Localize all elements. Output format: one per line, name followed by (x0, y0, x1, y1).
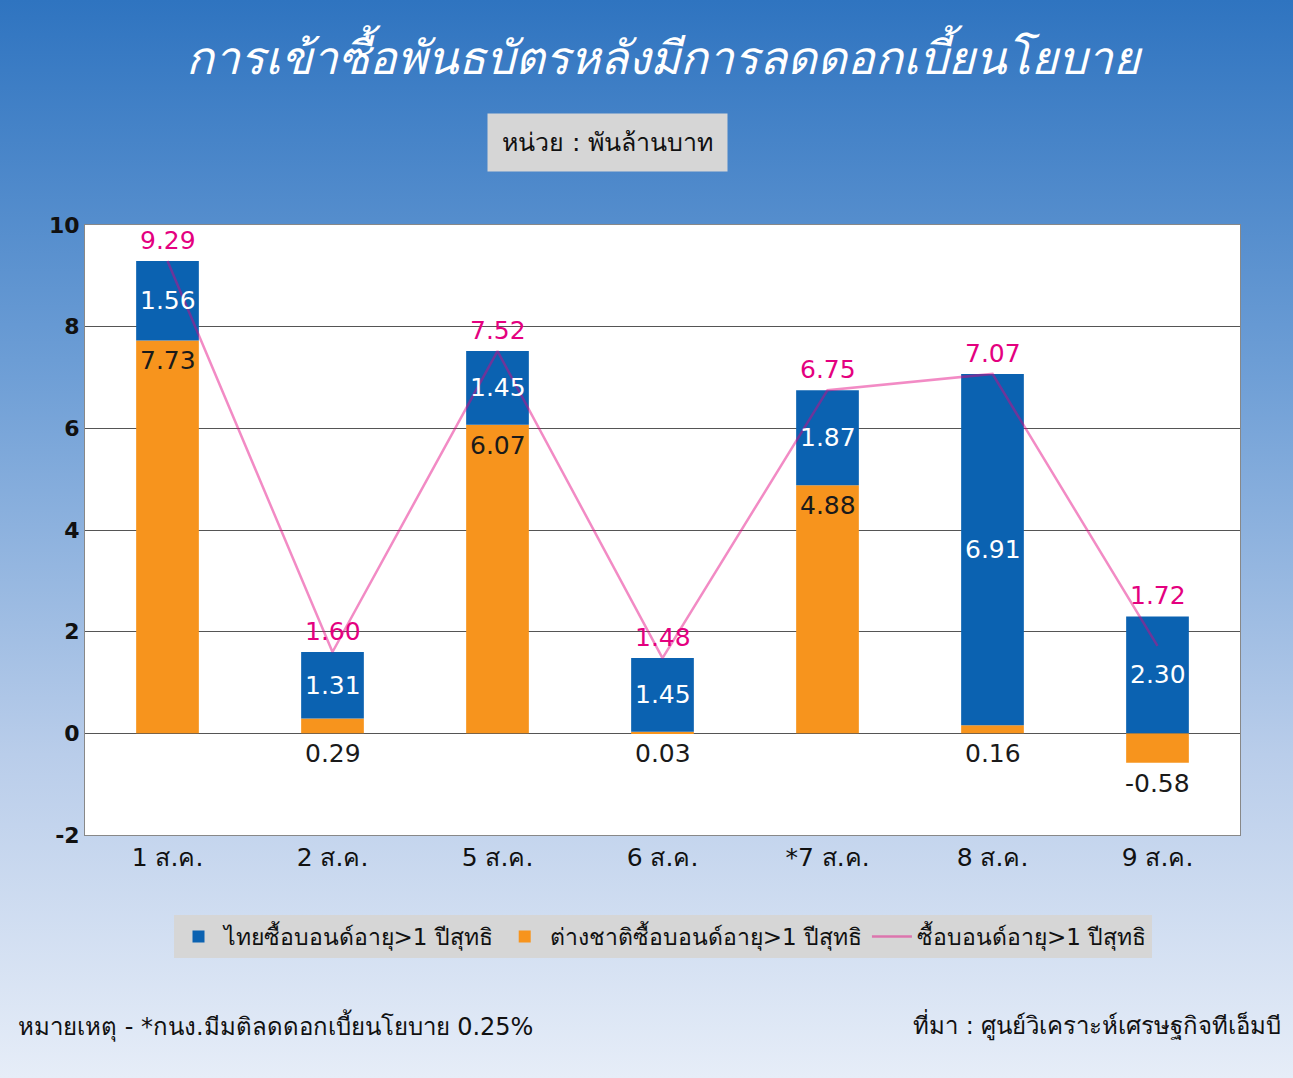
svg-text:-2: -2 (55, 823, 79, 848)
svg-text:1.60: 1.60 (305, 617, 361, 646)
svg-text:6.91: 6.91 (965, 535, 1021, 564)
svg-text:หน่วย : พันล้านบาท: หน่วย : พันล้านบาท (502, 128, 713, 157)
svg-text:6.75: 6.75 (800, 355, 856, 384)
svg-text:2 ส.ค.: 2 ส.ค. (297, 843, 369, 872)
svg-text:2: 2 (64, 619, 79, 644)
svg-text:หมายเหตุ - *กนง.มีมติลดดอกเบี้: หมายเหตุ - *กนง.มีมติลดดอกเบี้ยนโยบาย 0.… (18, 1009, 533, 1042)
svg-text:8: 8 (64, 314, 79, 339)
svg-text:9 ส.ค.: 9 ส.ค. (1122, 843, 1194, 872)
svg-text:6.07: 6.07 (470, 431, 526, 460)
svg-text:1.31: 1.31 (305, 671, 361, 700)
svg-text:9.29: 9.29 (140, 226, 196, 255)
svg-text:ต่างชาติซื้อบอนด์อายุ>1 ปีสุทธ: ต่างชาติซื้อบอนด์อายุ>1 ปีสุทธิ (550, 921, 862, 951)
svg-text:6 ส.ค.: 6 ส.ค. (627, 843, 699, 872)
svg-text:ไทยซื้อบอนด์อายุ>1 ปีสุทธิ: ไทยซื้อบอนด์อายุ>1 ปีสุทธิ (222, 921, 493, 951)
svg-text:4.88: 4.88 (800, 491, 856, 520)
svg-text:7.73: 7.73 (140, 346, 196, 375)
svg-text:1 ส.ค.: 1 ส.ค. (132, 843, 204, 872)
svg-text:1.87: 1.87 (800, 423, 856, 452)
svg-text:1.48: 1.48 (635, 623, 691, 652)
svg-text:0.29: 0.29 (305, 739, 361, 768)
svg-text:7.52: 7.52 (470, 316, 526, 345)
svg-text:1.45: 1.45 (470, 373, 526, 402)
svg-text:7.07: 7.07 (965, 339, 1021, 368)
svg-text:0: 0 (64, 721, 79, 746)
svg-text:-0.58: -0.58 (1125, 769, 1190, 798)
svg-text:10: 10 (49, 213, 80, 238)
svg-text:1.56: 1.56 (140, 286, 196, 315)
svg-text:1.45: 1.45 (635, 680, 691, 709)
svg-text:0.16: 0.16 (965, 739, 1021, 768)
svg-text:1.72: 1.72 (1130, 581, 1186, 610)
svg-text:0.03: 0.03 (635, 739, 691, 768)
svg-text:8 ส.ค.: 8 ส.ค. (957, 843, 1029, 872)
svg-text:การเข้าซื้อพันธบัตรหลังมีการลด: การเข้าซื้อพันธบัตรหลังมีการลดดอกเบี้ยนโ… (186, 25, 1143, 85)
svg-text:*7 ส.ค.: *7 ส.ค. (785, 843, 869, 872)
svg-text:ที่มา : ศูนย์วิเคราะห์เศรษฐกิจ: ที่มา : ศูนย์วิเคราะห์เศรษฐกิจทีเอ็มบี (913, 1009, 1281, 1041)
svg-text:6: 6 (64, 416, 79, 441)
svg-text:4: 4 (64, 518, 79, 543)
svg-text:5 ส.ค.: 5 ส.ค. (462, 843, 534, 872)
svg-text:ซื้อบอนด์อายุ>1 ปีสุทธิ: ซื้อบอนด์อายุ>1 ปีสุทธิ (917, 921, 1146, 951)
svg-text:2.30: 2.30 (1130, 660, 1186, 689)
